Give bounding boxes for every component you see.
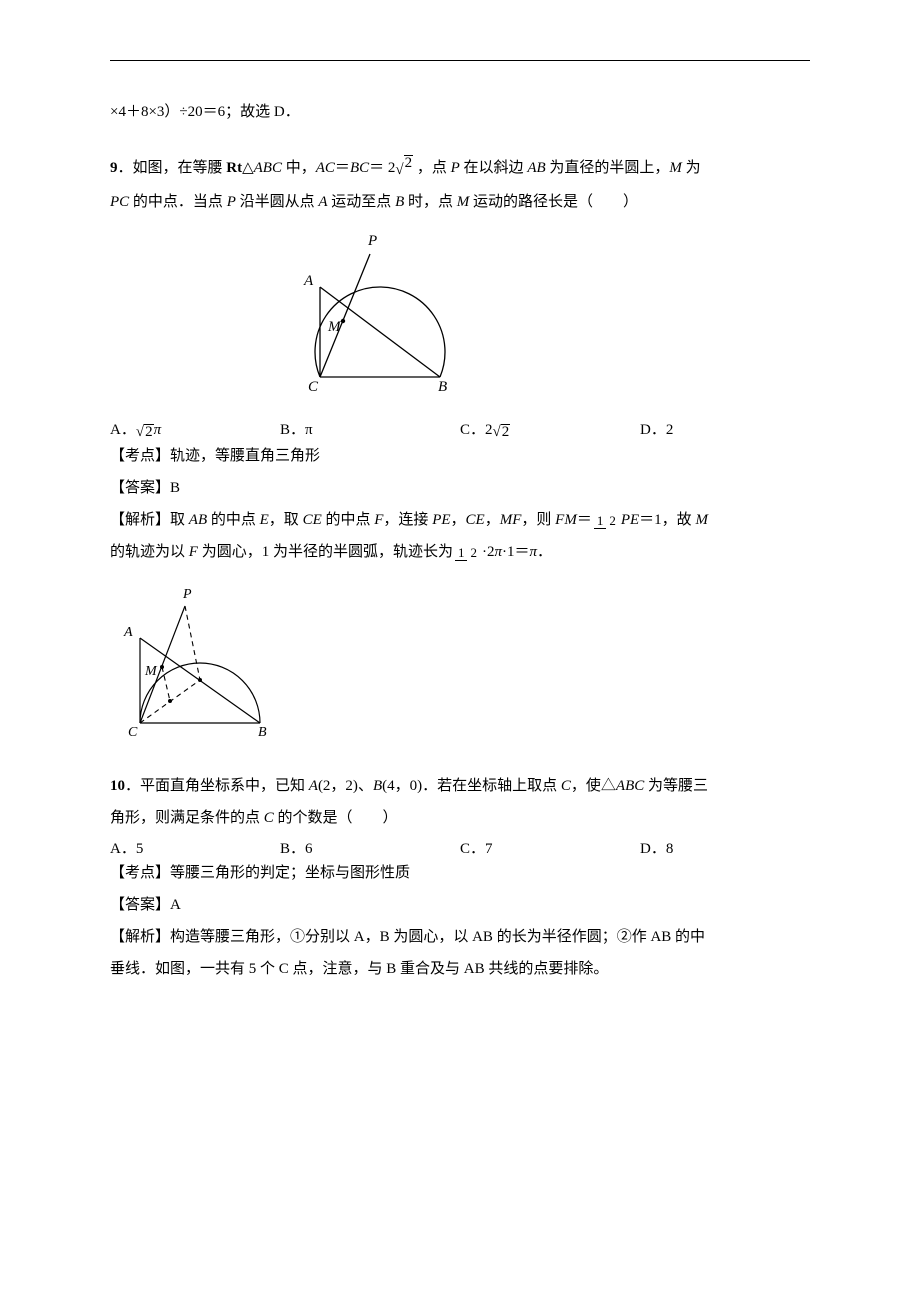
q9-options: A．√2π B．π C．2√2 D．2 <box>110 418 810 441</box>
label-m: M <box>327 319 342 335</box>
q9-option-d: D．2 <box>640 418 673 441</box>
q9-option-a: A．√2π <box>110 418 280 441</box>
label-c-2: C <box>128 725 138 740</box>
q9-number: 9 <box>110 160 118 176</box>
prev-fragment: ×4＋8×3）÷20＝6；故选 D． <box>110 97 810 127</box>
page: ×4＋8×3）÷20＝6；故选 D． 9．如图，在等腰 Rt△ABC 中，AC＝… <box>0 0 920 1046</box>
q10-stem-line1: 10．平面直角坐标系中，已知 A(2，2)、B(4，0)．若在坐标轴上取点 C，… <box>110 771 810 801</box>
frac-half-1: 12 <box>592 514 621 527</box>
semicircle-arc-2 <box>140 663 260 723</box>
q10-stem-line2: 角形，则满足条件的点 C 的个数是（ ） <box>110 803 810 833</box>
q9-jiexi-line1: 【解析】取 AB 的中点 E，取 CE 的中点 F，连接 PE，CE，MF，则 … <box>110 505 810 535</box>
q10-kaodian: 【考点】等腰三角形的判定；坐标与图形性质 <box>110 858 810 888</box>
q9-daan: 【答案】B <box>110 473 810 503</box>
frac-half-2: 12 <box>453 546 482 559</box>
q10-jiexi-line1: 【解析】构造等腰三角形，①分别以 A，B 为圆心，以 AB 的长为半径作圆；②作… <box>110 922 810 952</box>
point-m <box>341 319 345 323</box>
q10-jiexi-line2: 垂线．如图，一共有 5 个 C 点，注意，与 B 重合及与 AB 共线的点要排除… <box>110 954 810 984</box>
label-a-2: A <box>123 625 133 640</box>
q10-option-a: A．5 <box>110 837 280 858</box>
q9-option-b: B．π <box>280 418 460 441</box>
label-a: A <box>303 273 314 289</box>
q9-kaodian: 【考点】轨迹，等腰直角三角形 <box>110 441 810 471</box>
q10-options: A．5 B．6 C．7 D．8 <box>110 837 810 858</box>
label-b-2: B <box>258 725 267 740</box>
q10-option-c: C．7 <box>460 837 640 858</box>
q10-option-b: B．6 <box>280 837 460 858</box>
dash-pe <box>185 606 200 680</box>
q9-jiexi-line2: 的轨迹为以 F 为圆心，1 为半径的半圆弧，轨迹长为12·2π·1＝π． <box>110 537 810 567</box>
label-m-2: M <box>144 664 158 679</box>
q9-figure: P A M C B <box>280 227 810 402</box>
line-cp <box>320 254 370 377</box>
label-p-2: P <box>182 587 192 602</box>
q9-stem-line1: 9．如图，在等腰 Rt△ABC 中，AC＝BC＝ 2√2 ，点 P 在以斜边 A… <box>110 153 810 185</box>
q9-stem-line2: PC 的中点．当点 P 沿半圆从点 A 运动至点 B 时，点 M 运动的路径长是… <box>110 187 810 217</box>
top-rule <box>110 60 810 61</box>
label-b: B <box>438 379 447 395</box>
q10-daan: 【答案】A <box>110 890 810 920</box>
q10-number: 10 <box>110 778 125 794</box>
q9-option-c: C．2√2 <box>460 418 640 441</box>
q9-solution-figure: P A M C B <box>110 583 810 743</box>
q10-option-d: D．8 <box>640 837 673 858</box>
label-c: C <box>308 379 319 395</box>
label-p: P <box>367 233 377 249</box>
sqrt-2-a: √2 <box>395 155 413 185</box>
